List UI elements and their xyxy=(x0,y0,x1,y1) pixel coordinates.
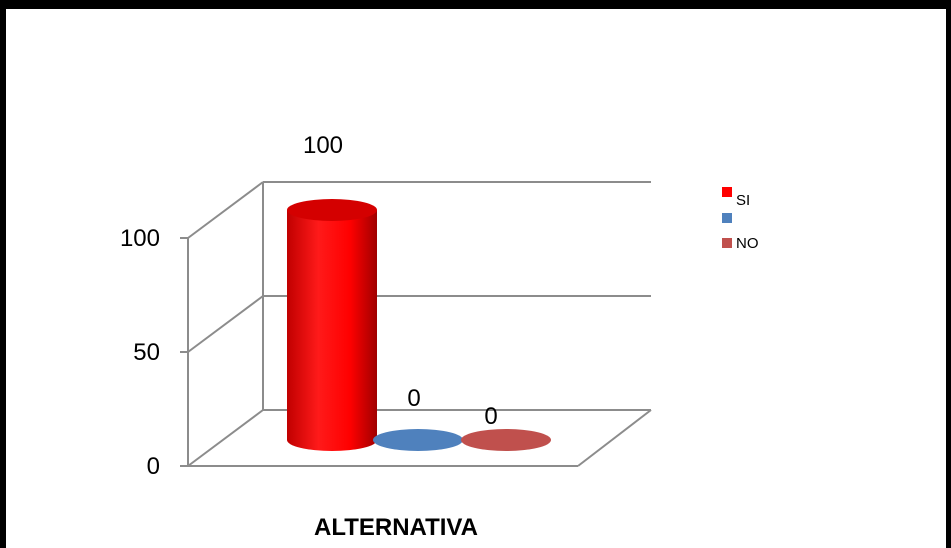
x-axis-title: ALTERNATIVA xyxy=(314,514,478,541)
gridline-side xyxy=(187,181,264,239)
bars xyxy=(287,199,551,451)
legend-label-no: NO xyxy=(736,235,759,252)
gridline-side xyxy=(187,409,264,467)
bar-no xyxy=(461,429,551,451)
legend-swatch-series-2 xyxy=(722,213,732,223)
gridlines xyxy=(187,181,651,467)
floor-right-edge xyxy=(577,409,652,467)
legend-swatch-si xyxy=(722,187,732,197)
y-tick-label: 50 xyxy=(133,339,160,366)
data-label: 0 xyxy=(484,403,497,430)
bar-top xyxy=(287,199,377,221)
legend: SI NO xyxy=(722,187,759,252)
bar-disc xyxy=(461,429,551,451)
bar-body xyxy=(287,210,377,451)
bar-si xyxy=(287,199,377,451)
gridline-side xyxy=(187,295,264,353)
legend-label-si: SI xyxy=(736,192,750,209)
y-tick-label: 0 xyxy=(147,453,160,480)
data-labels: 100 0 0 xyxy=(303,132,498,430)
y-tick-label: 100 xyxy=(120,225,160,252)
bar-series-2 xyxy=(373,429,463,451)
plot-walls xyxy=(187,182,652,467)
data-label: 100 xyxy=(303,132,343,159)
legend-swatch-no xyxy=(722,238,732,248)
bar-disc xyxy=(373,429,463,451)
y-axis-ticks: 0 50 100 xyxy=(120,225,188,480)
data-label: 0 xyxy=(407,385,420,412)
